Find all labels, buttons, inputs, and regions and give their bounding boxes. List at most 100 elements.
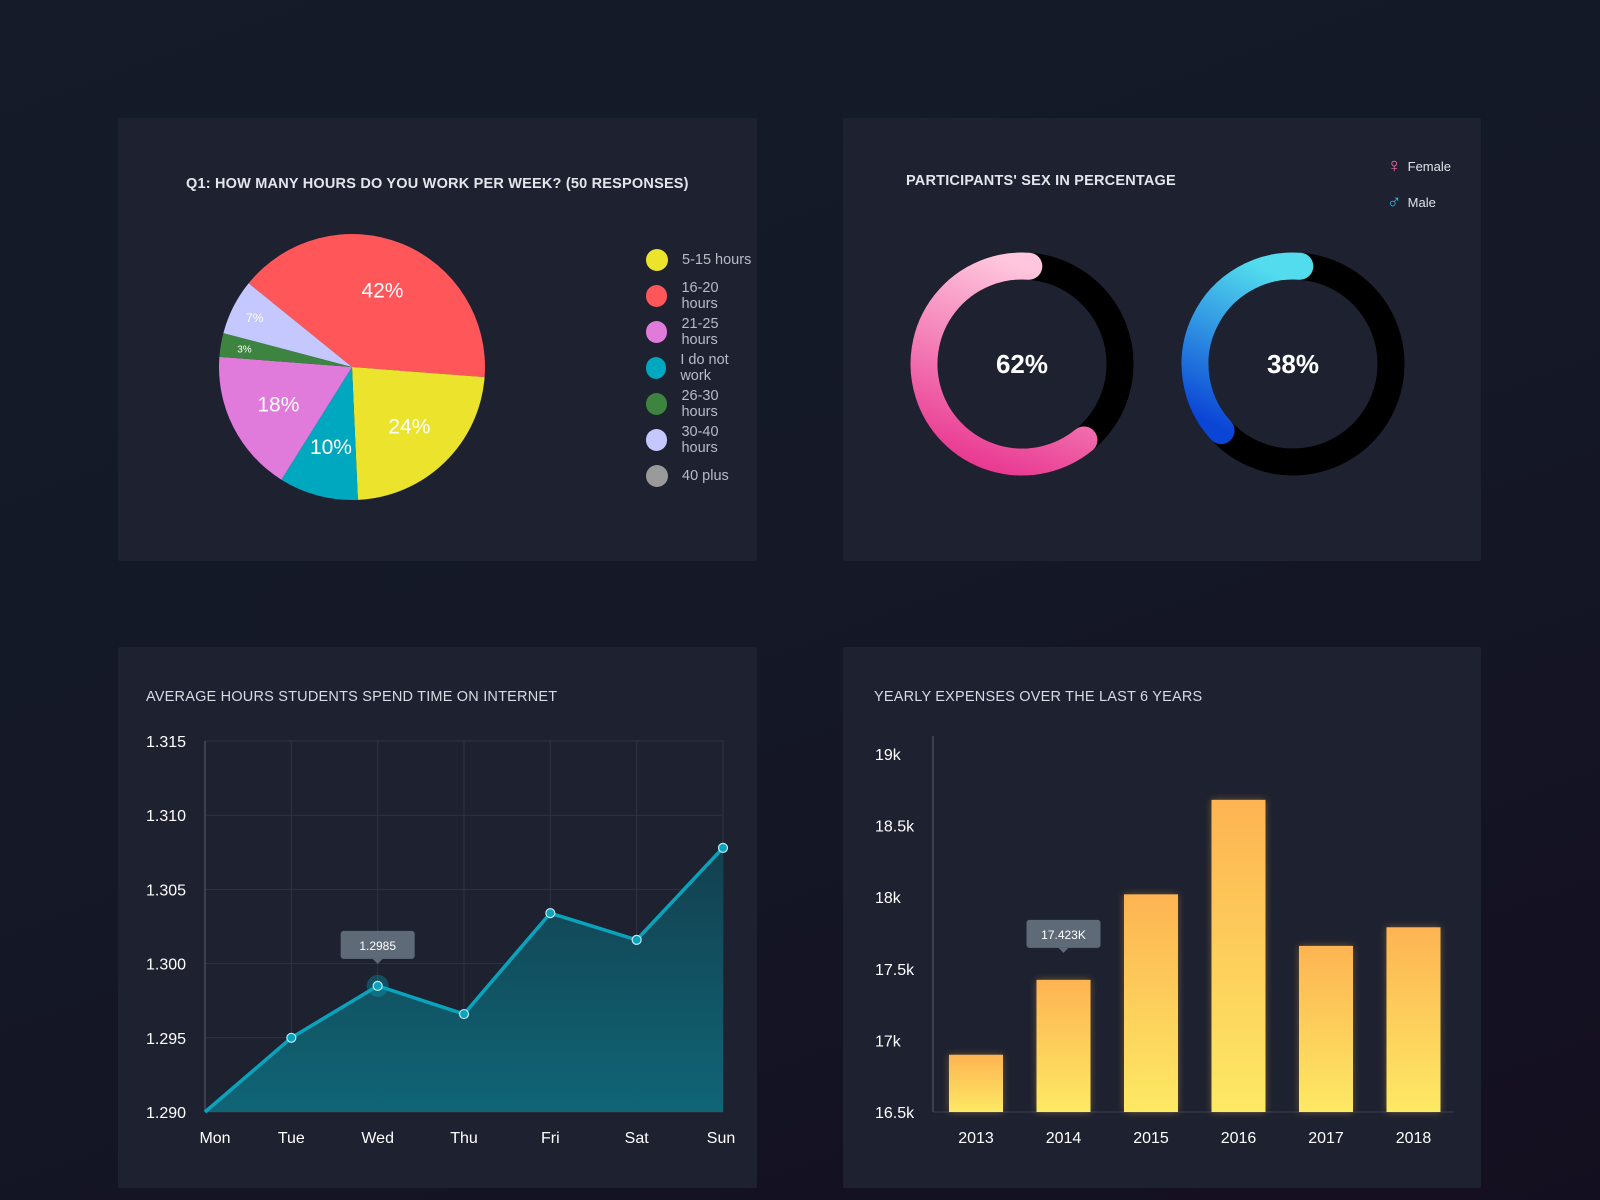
legend-item: I do not work [646,350,757,386]
legend-item: 21-25 hours [646,314,757,350]
y-tick-label: 17k [875,1033,902,1050]
y-tick-label: 18.5k [875,819,915,836]
y-tick-label: 1.305 [146,882,186,899]
sex-legend: ♀ Female ♂ Male [1387,148,1451,220]
donut-value: 62% [996,349,1048,379]
tooltip-text: 17.423K [1041,928,1086,942]
x-tick-label: 2014 [1046,1130,1082,1147]
y-tick-label: 18k [875,890,902,907]
data-point [372,980,383,991]
y-tick-label: 1.290 [146,1105,186,1122]
legend-item: 40 plus [646,458,757,494]
legend-label: 30-40 hours [681,424,719,456]
data-point [717,842,729,853]
data-point [286,1032,297,1043]
bar-panel: YEARLY EXPENSES OVER THE LAST 6 YEARS 16… [843,647,1481,1188]
tooltip [1026,919,1101,948]
line-title: AVERAGE HOURS STUDENTS SPEND TIME ON INT… [146,689,558,705]
data-point [545,908,556,919]
pie-panel: Q1: HOW MANY HOURS DO YOU WORK PER WEEK?… [118,118,757,561]
legend-item: 26-30 hours [646,386,757,422]
pie-title: Q1: HOW MANY HOURS DO YOU WORK PER WEEK?… [186,176,689,192]
legend-swatch [646,429,668,451]
y-tick-label: 1.295 [146,1031,186,1048]
x-tick-label: 2017 [1308,1130,1344,1147]
bar [1299,945,1353,1112]
x-tick-label: Thu [450,1130,478,1147]
pie-slice [248,234,486,378]
data-point [458,1008,470,1020]
bar-chart: 16.5k 17k 17.5k 18k 18.5k 19k 2013 2014 17.423K 2… [875,736,1453,1147]
legend-label: 5-15 hours [682,252,752,268]
legend-male: ♂ Male [1387,184,1451,220]
x-tick-label: Fri [541,1130,560,1147]
x-tick-label: Wed [361,1130,394,1147]
bar [1124,894,1178,1112]
line-chart: 1.290 1.295 1.300 1.305 1.310 1.315 Mon Tue Wed T… [146,734,735,1147]
legend-swatch [646,249,668,271]
sex-panel: PARTICIPANTS' SEX IN PERCENTAGE ♀ Female … [843,118,1481,561]
donut-arc-male [1181,252,1314,445]
donut-value: 38% [1267,349,1319,379]
donut-arc-female [910,252,1098,476]
x-tick-label: Mon [199,1130,230,1147]
legend-female: ♀ Female [1387,148,1451,184]
x-tick-label: Tue [278,1130,305,1147]
tooltip-arrow [372,958,383,964]
legend-swatch [646,393,668,415]
slice-label: 24% [388,416,430,439]
legend-swatch [646,357,667,379]
y-tick-label: 1.315 [146,734,186,751]
slice-label: 7% [246,311,264,325]
sex-title: PARTICIPANTS' SEX IN PERCENTAGE [906,173,1176,189]
line-panel: AVERAGE HOURS STUDENTS SPEND TIME ON INT… [118,647,757,1188]
slice-label: 42% [361,280,403,303]
x-tick-label: Sat [625,1130,650,1147]
tooltip-text: 1.2985 [359,939,396,953]
bar [1386,927,1441,1112]
female-icon: ♀ [1386,154,1402,177]
legend-label: Female [1407,158,1451,174]
y-tick-label: 17.5k [875,962,915,979]
legend-item: 30-40 hours [646,422,757,458]
data-point [631,934,642,945]
legend-label: I do not work [680,352,729,384]
area-fill [205,847,723,1112]
y-tick-label: 1.300 [146,957,186,974]
pie-legend: 5-15 hours 16-20 hours 21-25 hours I do not… [646,242,757,494]
pie-slice [219,333,352,367]
legend-swatch [646,285,668,307]
legend-label: 21-25 hours [681,316,719,348]
y-tick-label: 1.310 [146,808,186,825]
male-icon: ♂ [1386,190,1402,213]
x-tick-label: 2016 [1221,1130,1257,1147]
pie-slice [219,356,352,480]
legend-swatch [646,465,668,487]
tooltip [340,930,415,959]
x-tick-label: 2018 [1396,1130,1432,1147]
y-tick-label: 16.5k [875,1105,915,1122]
x-tick-label: 2013 [958,1130,994,1147]
donut-charts: 62% 38% [910,252,1405,476]
bar [1211,799,1266,1112]
legend-label: 16-20 hours [681,280,719,312]
slice-label: 10% [310,436,352,459]
legend-label: 40 plus [682,468,729,484]
tooltip-arrow [1058,947,1069,953]
pie-slice [352,367,485,500]
pie-slice [223,283,352,367]
legend-swatch [646,321,668,343]
legend-item: 5-15 hours [646,242,757,278]
slice-label: 18% [257,393,299,416]
slice-label: 3% [237,344,252,355]
x-tick-label: 2015 [1133,1130,1169,1147]
x-tick-label: Sun [707,1130,735,1147]
legend-label: Male [1407,194,1436,210]
pie-slice [281,367,358,500]
bar-title: YEARLY EXPENSES OVER THE LAST 6 YEARS [874,689,1203,705]
legend-label: 26-30 hours [681,388,719,420]
pie-chart: 42% 24% 10% 18% 3% 7% [219,234,486,500]
y-tick-label: 19k [875,747,902,764]
bar [949,1054,1003,1112]
bar [1036,979,1091,1112]
